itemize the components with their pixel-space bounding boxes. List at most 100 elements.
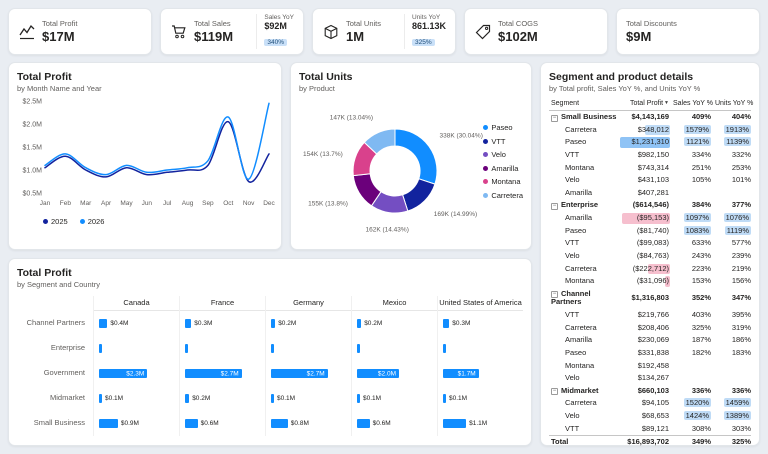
legend-item-amarilla[interactable]: Amarilla [483, 164, 523, 173]
row-label-cell: Paseo [549, 347, 619, 360]
donut-slice-vtt[interactable] [401, 178, 436, 212]
profit-bar[interactable] [271, 319, 276, 328]
matrix-row-product[interactable]: VTT $219,766 403% 395% [549, 309, 751, 322]
kpi-card-total-discounts[interactable]: Total Discounts $9M [616, 8, 760, 55]
matrix-row-product[interactable]: Amarilla $407,281 [549, 187, 751, 200]
profit-bar[interactable] [271, 419, 288, 428]
matrix-row-product[interactable]: VTT $982,150 334% 332% [549, 149, 751, 162]
column-header-sales-yoy-[interactable]: Sales YoY % [671, 98, 713, 110]
profit-bar[interactable] [185, 419, 198, 428]
matrix-row-segment[interactable]: − Small Business $4,143,169 409% 404% [549, 111, 751, 124]
sales-yoy-value: 243% [691, 250, 711, 260]
matrix-row-product[interactable]: Velo $68,653 1424% 1389% [549, 410, 751, 423]
matrix-row-product[interactable]: Paseo $1,231,310 1121% 1139% [549, 136, 751, 149]
kpi-card-total-units[interactable]: Total Units 1M Units YoY 861.13K 325% [312, 8, 456, 55]
profit-data-bar [622, 213, 670, 224]
matrix-row-segment[interactable]: − Enterprise ($614,546) 384% 377% [549, 199, 751, 212]
donut-slice-paseo[interactable] [394, 128, 438, 185]
matrix-row-product[interactable]: Carretera $94,105 1520% 1459% [549, 397, 751, 410]
units-yoy-cell: 577% [713, 237, 753, 250]
profit-bar[interactable]: $1.7M [443, 369, 479, 378]
units-yoy-cell: 1119% [713, 225, 753, 238]
column-header-segment[interactable]: Segment [549, 98, 619, 110]
matrix-row-product[interactable]: Montana $192,458 [549, 360, 751, 373]
profit-bar[interactable] [443, 344, 446, 353]
kpi-card-total-profit[interactable]: Total Profit $17M [8, 8, 152, 55]
sales-yoy-cell: 153% [671, 275, 713, 288]
matrix-row-segment[interactable]: − Midmarket $660,103 336% 336% [549, 385, 751, 398]
matrix-row-product[interactable]: Carretera $348,012 1579% 1913% [549, 124, 751, 137]
profit-bar[interactable] [185, 319, 192, 328]
profit-value: $982,150 [637, 149, 669, 159]
profit-value: ($31,096) [636, 276, 669, 286]
profit-bar[interactable] [443, 419, 467, 428]
row-label: Small Business [561, 112, 617, 122]
legend-item-velo[interactable]: Velo [483, 150, 523, 159]
collapse-icon[interactable]: − [551, 114, 558, 122]
profit-bar[interactable] [99, 344, 102, 353]
tag-icon [474, 23, 491, 40]
matrix-row-product[interactable]: Paseo ($81,740) 1083% 1119% [549, 225, 751, 238]
matrix-row-product[interactable]: Amarilla ($95,153) 1097% 1076% [549, 212, 751, 225]
profit-bar[interactable] [357, 394, 360, 403]
profit-bar[interactable] [357, 319, 362, 328]
matrix-row-product[interactable]: Paseo $331,838 182% 183% [549, 347, 751, 360]
matrix-row-segment[interactable]: − Channel Partners $1,316,803 352% 347% [549, 288, 751, 309]
kpi-card-total-cogs[interactable]: Total COGS $102M [464, 8, 608, 55]
matrix-row-product[interactable]: Velo $431,103 105% 101% [549, 174, 751, 187]
units-yoy-value: 1076% [723, 213, 751, 223]
profit-bar[interactable] [357, 419, 370, 428]
matrix-row-product[interactable]: Montana $743,314 251% 253% [549, 162, 751, 175]
matrix-row-product[interactable]: Velo $134,267 [549, 372, 751, 385]
column-header-units-yoy-[interactable]: Units YoY % [713, 98, 753, 110]
legend-dot [483, 138, 489, 144]
row-label: Paseo [565, 225, 587, 235]
profit-bar[interactable]: $2.7M [271, 369, 328, 378]
profit-bar[interactable] [443, 319, 450, 328]
collapse-icon[interactable]: − [551, 202, 558, 210]
line-series-2025[interactable] [44, 120, 270, 183]
profit-bar[interactable] [443, 394, 446, 403]
matrix-row-product[interactable]: Montana ($31,096) 153% 156% [549, 275, 751, 288]
donut-data-label: 169K (14.99%) [434, 211, 477, 218]
profit-bar[interactable] [185, 394, 190, 403]
profit-bar[interactable]: $2.3M [99, 369, 148, 378]
legend-item-montana[interactable]: Montana [483, 177, 523, 186]
matrix-row-product[interactable]: Carretera ($222,712) 223% 219% [549, 263, 751, 276]
sales-yoy-value: 251% [691, 162, 711, 172]
profit-bar[interactable]: $2.0M [357, 369, 399, 378]
legend-item-vtt[interactable]: VTT [483, 137, 523, 146]
matrix-row-product[interactable]: Velo ($84,763) 243% 239% [549, 250, 751, 263]
profit-bar[interactable]: $2.7M [185, 369, 242, 378]
profit-bar[interactable] [271, 344, 274, 353]
matrix-row-total[interactable]: Total $16,893,702 349% 325% [549, 435, 751, 449]
profit-bar[interactable] [99, 319, 108, 328]
matrix-row-product[interactable]: VTT $89,121 308% 303% [549, 423, 751, 436]
matrix-row-product[interactable]: Amarilla $230,069 187% 186% [549, 334, 751, 347]
profit-bar[interactable] [271, 394, 274, 403]
bar-cell: $0.1M [438, 386, 523, 411]
kpi-sub-label: Units YoY [411, 14, 441, 21]
column-header-label: Sales YoY % [673, 100, 713, 107]
kpi-card-total-sales[interactable]: Total Sales $119M Sales YoY $92M 340% [160, 8, 304, 55]
legend-item-paseo[interactable]: Paseo [483, 123, 523, 132]
column-header-total-profit[interactable]: Total Profit▼ [619, 98, 671, 110]
matrix-row-product[interactable]: VTT ($99,083) 633% 577% [549, 237, 751, 250]
legend-item-2026[interactable]: 2026 [79, 217, 104, 226]
sales-yoy-cell: 182% [671, 347, 713, 360]
profit-bar[interactable] [99, 419, 118, 428]
profit-bar[interactable] [185, 344, 188, 353]
matrix-row-product[interactable]: Carretera $208,406 325% 319% [549, 322, 751, 335]
bar-cell: $0.8M [266, 411, 351, 436]
row-label: VTT [565, 149, 580, 159]
line-series-2026[interactable] [44, 102, 270, 180]
donut-slice-carretera[interactable] [363, 128, 396, 155]
row-label: Paseo [565, 137, 587, 147]
profit-bar[interactable] [99, 394, 102, 403]
total-profit-cell: $192,458 [619, 360, 671, 373]
legend-item-2025[interactable]: 2025 [43, 217, 68, 226]
profit-bar[interactable] [357, 344, 360, 353]
bar-data-label: $0.1M [277, 395, 296, 402]
collapse-icon[interactable]: − [551, 388, 558, 396]
legend-item-carretera[interactable]: Carretera [483, 191, 523, 200]
